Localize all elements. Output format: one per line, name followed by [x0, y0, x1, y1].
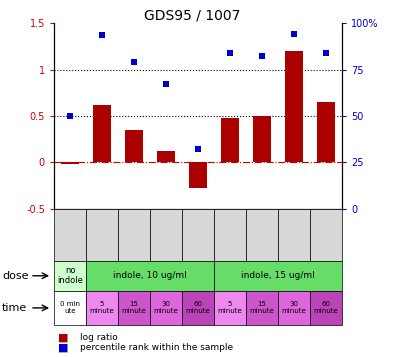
- Text: 15
minute: 15 minute: [250, 301, 274, 315]
- Bar: [221, 118, 239, 162]
- Text: no
indole: no indole: [57, 266, 83, 286]
- Point: [227, 50, 233, 56]
- Text: 30
minute: 30 minute: [154, 301, 178, 315]
- Point: [291, 31, 297, 37]
- Bar: [61, 162, 79, 164]
- Text: log ratio: log ratio: [80, 333, 118, 342]
- Point: [99, 32, 105, 38]
- Text: 5
minute: 5 minute: [218, 301, 242, 315]
- Text: 5
minute: 5 minute: [90, 301, 114, 315]
- Bar: [189, 162, 207, 188]
- Text: 15
minute: 15 minute: [122, 301, 146, 315]
- Bar: [285, 51, 303, 162]
- Text: percentile rank within the sample: percentile rank within the sample: [80, 343, 233, 352]
- Point: [259, 53, 265, 59]
- Text: 60
minute: 60 minute: [186, 301, 210, 315]
- Text: 0 min
ute: 0 min ute: [60, 301, 80, 315]
- Point: [323, 50, 329, 56]
- Bar: [157, 151, 175, 162]
- Text: ■: ■: [58, 332, 68, 342]
- Point: [131, 59, 137, 65]
- Bar: [317, 102, 335, 162]
- Text: ■: ■: [58, 342, 68, 352]
- Point: [163, 82, 169, 87]
- Text: 30
minute: 30 minute: [282, 301, 306, 315]
- Point: [195, 147, 201, 152]
- Text: 60
minute: 60 minute: [314, 301, 338, 315]
- Text: indole, 10 ug/ml: indole, 10 ug/ml: [113, 271, 187, 280]
- Text: GDS95 / 1007: GDS95 / 1007: [144, 9, 240, 23]
- Text: time: time: [2, 303, 27, 313]
- Bar: [93, 105, 111, 162]
- Bar: [125, 130, 143, 162]
- Point: [67, 113, 73, 119]
- Text: indole, 15 ug/ml: indole, 15 ug/ml: [241, 271, 315, 280]
- Text: dose: dose: [2, 271, 28, 281]
- Bar: [253, 116, 271, 162]
